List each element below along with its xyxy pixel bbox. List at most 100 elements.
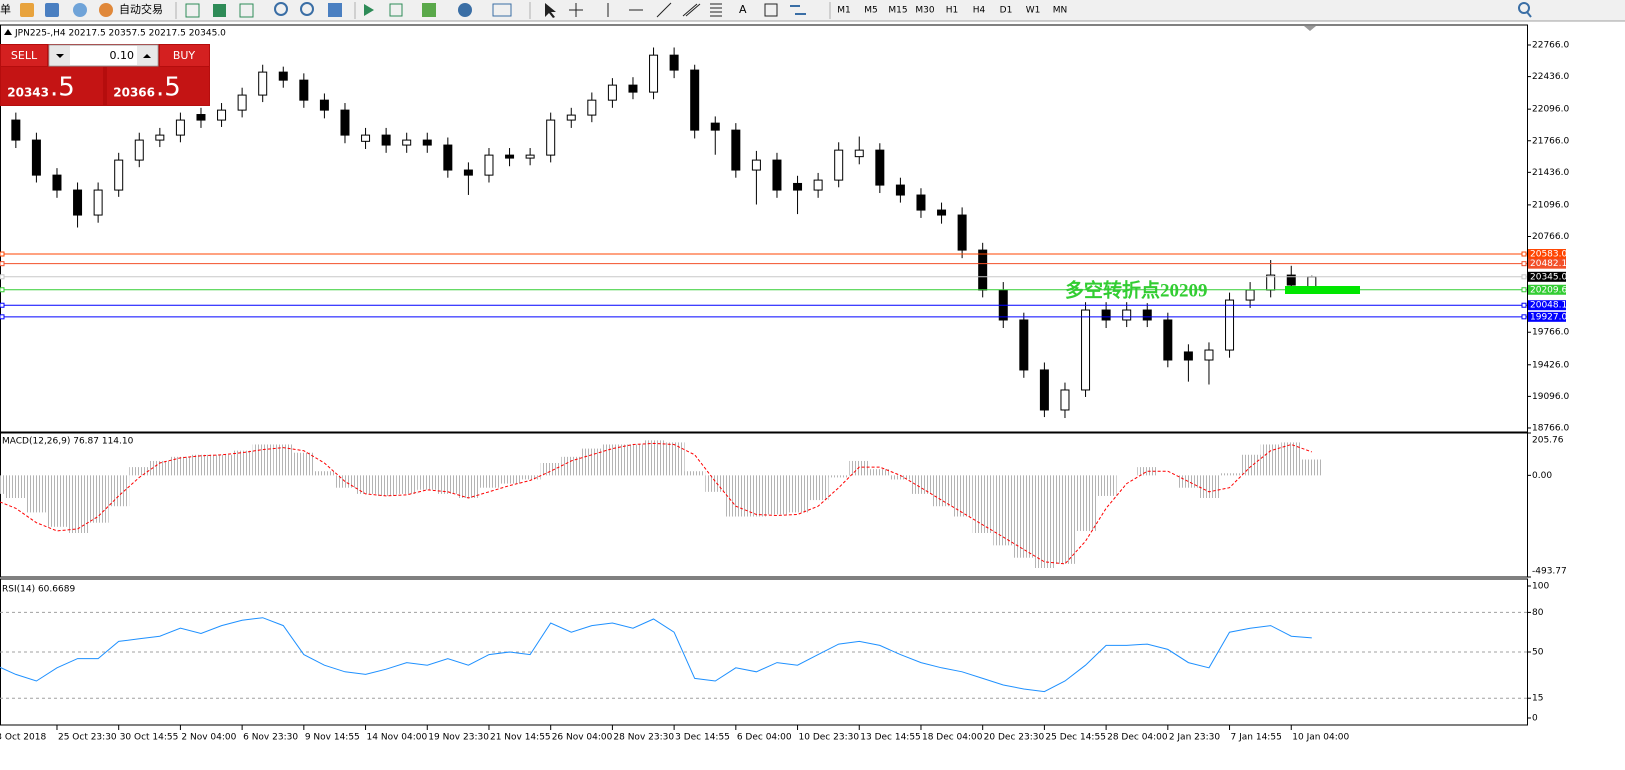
axes: 22766.0 22436.0 22096.0 21766.0 21436.0 21096… <box>0 41 1569 743</box>
candle-body <box>237 94 247 111</box>
candle-body <box>895 184 905 196</box>
macd-bar <box>725 475 747 517</box>
y-tick-label: -493.77 <box>1532 567 1567 577</box>
auto-trade-button[interactable]: 自动交易 <box>119 2 163 16</box>
y-tick-label: 20766.0 <box>1532 232 1569 242</box>
macd-bar <box>972 475 994 533</box>
candle-body <box>31 139 41 176</box>
y-tick-label: 0.00 <box>1532 471 1552 481</box>
zoom-in[interactable] <box>274 2 288 16</box>
lot-increase-arrow <box>143 54 151 58</box>
chart-header: JPN225-,H4 20217.5 20357.5 20217.5 20345… <box>14 29 226 39</box>
y-tick-label: 22766.0 <box>1532 41 1569 51</box>
candle-body <box>11 119 21 141</box>
timeframe-button[interactable]: M15 <box>888 6 907 16</box>
label-tool[interactable] <box>764 3 778 17</box>
bid-price[interactable]: 20343 <box>7 86 49 100</box>
macd-bar <box>1075 475 1097 531</box>
lot-input[interactable] <box>48 44 159 67</box>
macd-bar <box>993 475 1014 546</box>
search-icon-handle <box>1526 11 1532 18</box>
ask-pips[interactable]: .5 <box>156 73 181 103</box>
macd-bar <box>520 475 541 480</box>
macd-bar <box>849 460 870 476</box>
buy-button[interactable] <box>160 45 209 66</box>
macd-bar <box>705 475 726 492</box>
marker-rect <box>1285 286 1360 294</box>
timeframe-button[interactable]: MN <box>1053 6 1068 16</box>
text-tool[interactable]: A <box>739 3 747 16</box>
candle-body <box>299 79 309 101</box>
timeframe-button[interactable]: M1 <box>837 6 851 16</box>
macd-bar <box>458 475 479 498</box>
y-tick-label: 0 <box>1532 714 1538 724</box>
channel-tool[interactable] <box>682 3 701 17</box>
timeframe-button[interactable]: M5 <box>864 6 878 16</box>
icon[interactable] <box>73 3 87 17</box>
y-tick-label: 21096.0 <box>1532 200 1569 210</box>
line-chart-icon[interactable] <box>239 3 254 18</box>
x-tick-label: 13 Dec 14:55 <box>860 733 921 743</box>
candle-body <box>1039 369 1049 411</box>
cursor-tool[interactable] <box>545 3 556 18</box>
header-triangle <box>4 29 12 35</box>
fibo-tool[interactable] <box>710 3 722 17</box>
macd-bar <box>5 475 27 498</box>
x-tick-label: 9 Nov 14:55 <box>305 733 360 743</box>
timeframe-button[interactable]: W1 <box>1026 6 1041 16</box>
bid-box[interactable] <box>1 67 103 105</box>
x-tick-label: 25 Dec 14:55 <box>1045 733 1106 743</box>
zoom-out[interactable] <box>300 2 314 16</box>
ask-box[interactable] <box>107 67 209 105</box>
candle-body <box>93 189 103 216</box>
sell-button[interactable] <box>1 45 47 66</box>
macd-bar <box>396 475 418 494</box>
timeframe-button[interactable]: H4 <box>973 6 986 16</box>
auto-trade-icon[interactable] <box>99 3 113 17</box>
bid-pips[interactable]: .5 <box>50 73 75 103</box>
macd-bar <box>170 456 191 476</box>
toolbar: 单 自动交易 A M1 M5 M15 M30 H1 H4 D1 W1 MN <box>0 0 1625 22</box>
autoscroll-icon[interactable] <box>364 4 374 16</box>
template-icon[interactable] <box>492 3 512 17</box>
search-icon[interactable] <box>1518 2 1530 14</box>
macd-bar <box>417 475 438 490</box>
shift-icon[interactable] <box>389 3 403 17</box>
macd-panel-frame <box>0 432 1528 578</box>
x-tick-label: 20 Dec 23:30 <box>984 733 1045 743</box>
period-icon[interactable] <box>458 3 472 17</box>
menu-fragment: 单 <box>0 3 11 16</box>
candle-body <box>1225 299 1235 351</box>
icon[interactable] <box>20 3 34 17</box>
level-marker <box>1521 287 1527 293</box>
candle-body <box>690 69 700 131</box>
bar-chart-icon[interactable] <box>185 3 200 18</box>
crosshair-tool[interactable] <box>569 3 583 17</box>
ask-price[interactable]: 20366 <box>113 86 155 100</box>
sell-label[interactable]: SELL <box>11 49 38 62</box>
icon[interactable] <box>45 3 59 17</box>
tile-icon[interactable] <box>328 3 342 17</box>
timeframe-button[interactable]: D1 <box>1000 6 1013 16</box>
macd-bar <box>67 475 89 533</box>
rsi-title: RSI(14) 60.6689 <box>2 585 75 595</box>
level-marker <box>0 287 5 293</box>
candle-body <box>1122 309 1132 321</box>
macd-bar <box>808 475 829 501</box>
level-marker <box>0 274 5 280</box>
buy-label[interactable]: BUY <box>173 49 196 62</box>
macd-bar <box>376 475 397 496</box>
level-label-box <box>1528 284 1566 295</box>
macd-bar <box>1240 454 1261 476</box>
trendline-tool[interactable] <box>656 2 672 18</box>
lot-value[interactable]: 0.10 <box>110 49 135 62</box>
x-tick-label: 28 Dec 04:00 <box>1107 733 1168 743</box>
candle-body <box>793 182 803 191</box>
level-marker <box>0 261 5 267</box>
timeframe-button[interactable]: H1 <box>946 6 959 16</box>
arrows-tool[interactable] <box>790 5 806 15</box>
indicators-icon[interactable] <box>422 3 436 17</box>
candle-icon[interactable] <box>213 4 226 17</box>
y-tick-label: 80 <box>1532 608 1544 618</box>
timeframe-button[interactable]: M30 <box>915 6 934 16</box>
